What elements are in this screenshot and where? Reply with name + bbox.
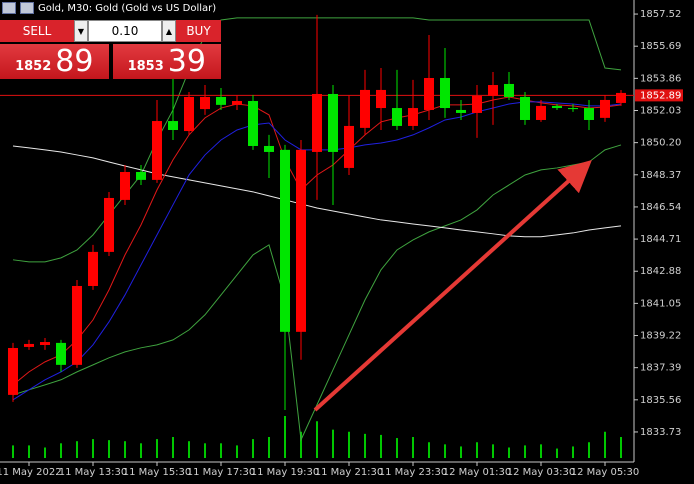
sell-button[interactable]: SELL [0,20,74,42]
x-tick-label: 11 May 17:30 [187,467,256,478]
candle-body [104,197,114,252]
bid-prefix: 1852 [15,59,52,74]
candle-body [24,343,34,347]
chart-icon [20,2,34,14]
candle-body [88,251,98,286]
x-tick-label: 11 May 2022 [0,467,62,478]
bid-pips: 89 [55,44,94,79]
candle-body [152,121,162,180]
x-tick-label: 12 May 01:30 [443,467,512,478]
y-tick-label: 1857.52 [640,9,681,20]
candle-body [472,95,482,113]
candle-body [392,108,402,126]
candle-body [280,149,290,332]
candle-body [600,99,610,118]
ask-pips: 39 [167,44,206,79]
x-tick-label: 11 May 19:30 [251,467,320,478]
candle-body [72,285,82,365]
trend-arrow [313,159,592,412]
candle-body [488,85,498,96]
candle-body [568,108,578,110]
candle-body [328,93,338,152]
candle-body [264,145,274,152]
y-tick-label: 1846.54 [640,202,681,213]
candle-body [296,149,306,332]
y-tick-label: 1842.88 [640,266,681,277]
candle-body [312,93,322,152]
candle-body [56,342,66,365]
candle-body [40,342,50,346]
candle-body [424,77,434,110]
candle-body [200,96,210,110]
y-tick-label: 1853.86 [640,73,681,84]
candle-body [440,77,450,109]
candle-body [456,109,466,113]
candle-body [616,92,626,103]
candle-body [376,89,386,109]
x-tick-label: 12 May 03:30 [507,467,576,478]
indicator-line [12,144,622,442]
candle-body [360,89,370,128]
x-tick-label: 11 May 21:30 [315,467,384,478]
candle-body [408,108,418,126]
lot-down[interactable]: ▼ [74,20,88,42]
y-tick-label: 1833.73 [640,427,681,438]
ask-quote[interactable]: 1853 39 [112,44,221,79]
candle-body [232,101,242,105]
y-tick-label: 1850.20 [640,138,681,149]
candle-body [216,96,226,105]
candle-body [184,96,194,132]
trade-panel: SELL ▼ 0.10 ▲ BUY 1852 89 1853 39 [0,20,221,79]
candle-body [504,83,514,97]
candle-body [520,96,530,120]
y-tick-label: 1839.22 [640,331,681,342]
y-tick-label: 1852.03 [640,105,681,116]
buy-button[interactable]: BUY [176,20,221,42]
ask-prefix: 1853 [127,59,164,74]
candle-body [536,105,546,120]
x-tick-label: 11 May 13:30 [59,467,128,478]
y-tick-label: 1848.37 [640,170,681,181]
y-tick-label: 1837.39 [640,363,681,374]
candle-body [8,347,18,395]
indicator-line [12,145,622,238]
menu-icon[interactable] [2,2,16,14]
candle-body [584,108,594,120]
y-tick-label: 1841.05 [640,298,681,309]
x-tick-label: 12 May 05:30 [571,467,640,478]
x-tick-label: 11 May 15:30 [123,467,192,478]
lot-input[interactable]: 0.10 [88,20,162,42]
y-tick-label: 1835.56 [640,395,681,406]
candle-body [120,171,130,200]
chart-title: Gold, M30: Gold (Gold vs US Dollar) [38,2,217,14]
current-price-label: 1852.89 [640,90,681,101]
x-tick-label: 11 May 23:30 [379,467,448,478]
candle-body [248,101,258,146]
chart-header: Gold, M30: Gold (Gold vs US Dollar) [0,0,216,16]
candle-body [344,125,354,168]
y-tick-label: 1855.69 [640,41,681,52]
candle-body [168,121,178,130]
candle-body [136,171,146,180]
bid-quote[interactable]: 1852 89 [0,44,109,79]
y-tick-label: 1844.71 [640,234,681,245]
current-price-box [635,89,683,102]
lot-up[interactable]: ▲ [162,20,176,42]
candle-body [552,105,562,109]
